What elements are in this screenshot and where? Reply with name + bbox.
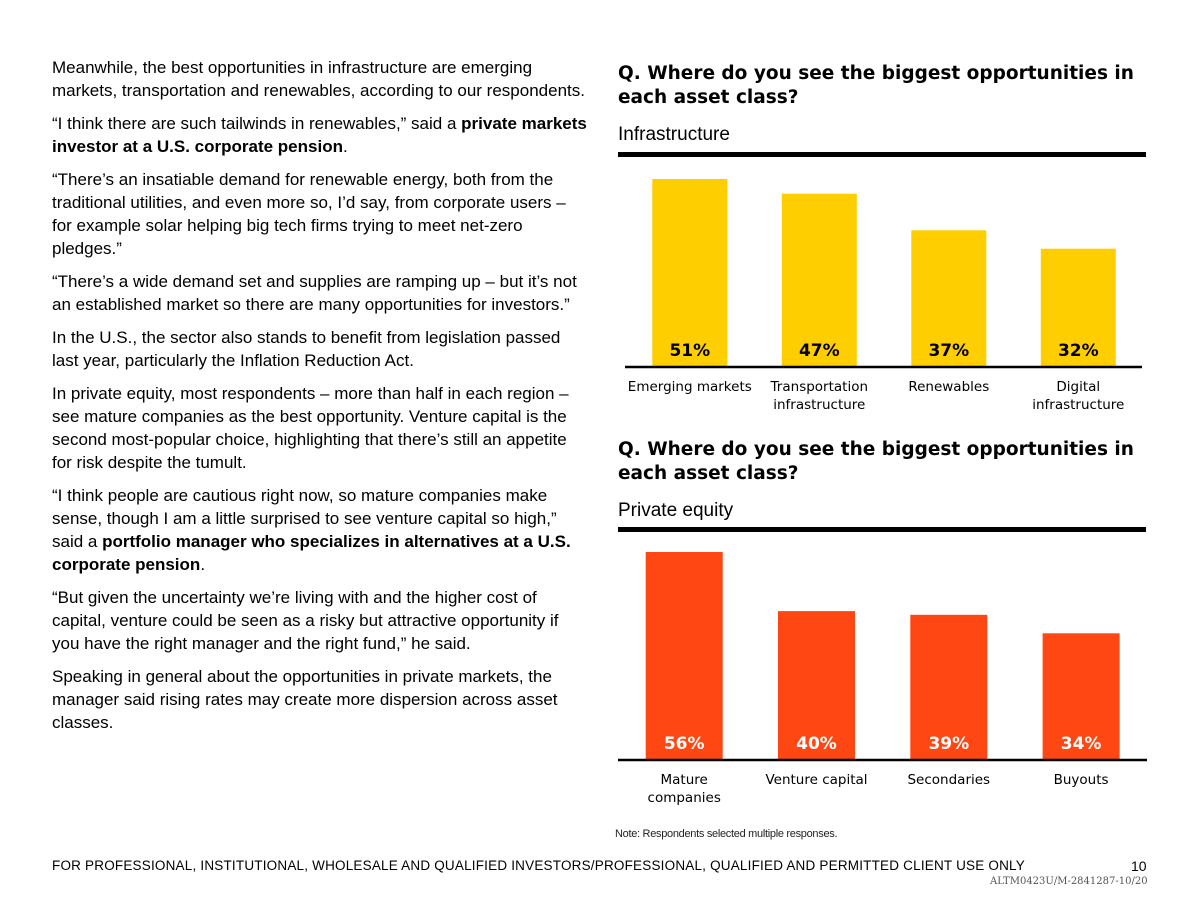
body-paragraph: Speaking in general about the opportunit… (52, 665, 587, 734)
paragraph-text: . (342, 137, 348, 156)
footer-disclaimer: FOR PROFESSIONAL, INSTITUTIONAL, WHOLESA… (52, 858, 1025, 873)
bar-value-label: 40% (796, 734, 837, 754)
bar (911, 230, 987, 366)
category-label: companies (648, 790, 721, 806)
chart-1-subtitle: Infrastructure (618, 124, 730, 145)
category-label: Secondaries (907, 772, 990, 788)
document-code: ALTM0423U/M-2841287-10/20 (990, 876, 1148, 887)
paragraph-text: “But given the uncertainty we’re living … (52, 588, 559, 653)
category-label: Venture capital (765, 772, 867, 788)
category-label: infrastructure (773, 397, 865, 413)
bar-value-label: 32% (1058, 341, 1099, 361)
bar (910, 614, 988, 759)
body-paragraph: “I think there are such tailwinds in ren… (52, 112, 587, 158)
bar-value-label: 47% (799, 341, 840, 361)
body-text: Meanwhile, the best opportunities in inf… (52, 56, 587, 744)
category-label: Digital (1056, 379, 1100, 395)
category-label: Buyouts (1054, 772, 1109, 788)
chart-2-question: Q. Where do you see the biggest opportun… (618, 439, 1134, 484)
bar (781, 193, 857, 366)
body-paragraph: “There’s an insatiable demand for renewa… (52, 168, 587, 260)
paragraph-text: Speaking in general about the opportunit… (52, 667, 558, 732)
chart-2-subtitle: Private equity (618, 500, 734, 521)
body-paragraph: “But given the uncertainty we’re living … (52, 586, 587, 655)
chart-note: Note: Respondents selected multiple resp… (615, 828, 838, 840)
body-paragraph: Meanwhile, the best opportunities in inf… (52, 56, 587, 102)
paragraph-text: “There’s an insatiable demand for renewa… (52, 170, 566, 258)
bar-value-label: 37% (928, 341, 969, 361)
bar-value-label: 34% (1061, 734, 1102, 754)
bar-value-label: 51% (669, 341, 710, 361)
chart-2-private-equity: 56% Mature companies 40% Venture capital 39% S… (618, 552, 1147, 806)
bar (645, 552, 723, 759)
paragraph-text: “There’s a wide demand set and supplies … (52, 272, 577, 314)
category-label: Mature (661, 772, 708, 788)
chart-1-infrastructure: 51% Emerging markets 47% Transportation infr… (625, 179, 1142, 413)
bar-value-label: 56% (664, 734, 705, 754)
body-paragraph: In private equity, most respondents – mo… (52, 382, 587, 474)
paragraph-text: . (200, 555, 206, 574)
body-paragraph: “There’s a wide demand set and supplies … (52, 270, 587, 316)
bold-attribution: private markets investor at a U.S. corpo… (52, 114, 587, 156)
paragraph-text: “I think people are cautious right now, … (52, 486, 557, 551)
page-number: 10 (1131, 858, 1147, 874)
category-label: Renewables (908, 379, 989, 395)
chart-1-question: Q. Where do you see the biggest opportun… (618, 63, 1134, 108)
bar (652, 179, 728, 366)
bold-attribution: portfolio manager who specializes in alt… (52, 532, 571, 574)
category-label: Emerging markets (628, 379, 752, 395)
paragraph-text: In the U.S., the sector also stands to b… (52, 328, 561, 370)
category-label: Transportation (770, 379, 868, 395)
paragraph-text: “I think there are such tailwinds in ren… (52, 114, 462, 133)
body-paragraph: “I think people are cautious right now, … (52, 484, 587, 576)
chart-1-top-rule (618, 152, 1146, 157)
chart-2-top-rule (618, 527, 1146, 532)
body-paragraph: In the U.S., the sector also stands to b… (52, 326, 587, 372)
bar (778, 611, 855, 759)
bar (1042, 633, 1120, 759)
paragraph-text: Meanwhile, the best opportunities in inf… (52, 58, 585, 100)
bar-value-label: 39% (928, 734, 969, 754)
paragraph-text: In private equity, most respondents – mo… (52, 384, 569, 472)
bar (1040, 248, 1116, 366)
category-label: infrastructure (1032, 397, 1124, 413)
